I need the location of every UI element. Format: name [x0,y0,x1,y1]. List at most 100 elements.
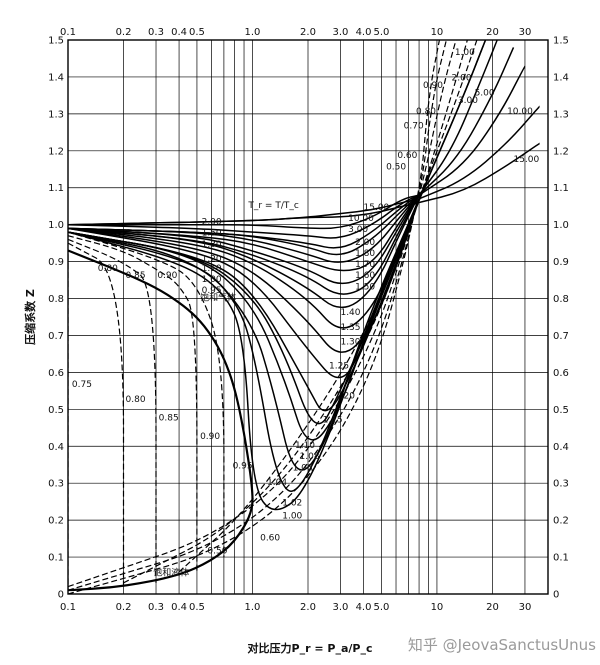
curve-label: 1.25 [329,362,349,372]
x-tick-label-bottom: 2.0 [300,602,316,613]
curve-label: 10.00 [348,214,374,224]
x-tick-label-bottom: 0.2 [116,602,132,613]
curve-label: 0.85 [159,413,179,423]
curve-label: 0.80 [416,107,436,117]
curve-label: 1.50 [202,229,222,239]
curve-label: 1.60 [355,271,375,281]
saturation-curve [68,249,254,592]
curve-label: 1.00 [455,48,475,58]
curve-label: 10.00 [507,107,533,117]
x-tick-label-bottom: 0.3 [148,602,164,613]
series-line-tr-1_00 [418,40,487,200]
series-line-tr-0_95 [68,231,225,558]
series-line-tr-15_00 [68,201,420,226]
axis-ticks: 0 00.1 0.10.2 0.20.3 0.30.4 0.40.5 0.50.6 0.60.… [48,27,569,613]
curve-label: 1.40 [340,308,360,318]
x-tick-label-top: 0.4 [171,27,187,38]
curve-label: 0.95 [233,461,253,471]
curve-label: 3.00 [348,225,368,235]
series-line-tr-2_00 [418,40,499,196]
chart-grid [67,39,549,595]
series-line-tr-1_50 [68,194,420,272]
x-tick-label-bottom: 1.0 [245,602,261,613]
y-tick-label-right: 1.1 [553,183,569,194]
x-tick-label-top: 2.0 [300,27,316,38]
y-tick-label-left: 1.2 [48,146,64,157]
series-line-tr-1_25 [68,198,420,329]
y-tick-label-right: 1.0 [553,220,569,231]
curve-label: 0.85 [126,271,146,281]
y-tick-label-right: 1.5 [553,36,569,47]
curve-label: 1.80 [355,249,375,259]
y-tick-label-left: 0.6 [48,368,64,379]
curve-label: 15.00 [364,203,390,213]
saturated-gas-label: 饱和气体 [200,291,236,303]
x-tick-label-top: 3.0 [333,27,349,38]
series-line-tr-0_90 [68,235,198,572]
curve-label: 1.00 [282,511,302,521]
series-line-tr-1_35 [68,194,420,295]
y-tick-label-left: 1.3 [48,109,64,120]
curve-label: 0.50 [386,162,406,172]
y-tick-label-left: 1.4 [48,72,64,83]
curve-label: 0.60 [397,151,417,161]
y-axis-label: 压缩系数 Z [23,289,37,345]
curve-label: 0.95 [202,286,222,296]
x-tick-label-top: 0.1 [60,27,76,38]
x-tick-label-top: 5.0 [373,27,389,38]
series-line-tr-10_00 [418,105,541,200]
x-tick-label-top: 10 [431,27,444,38]
curve-label: 0.80 [126,395,146,405]
y-tick-label-right: 1.4 [553,72,569,83]
curve-label: 1.00 [202,275,222,285]
y-tick-label-right: 0.7 [553,331,569,342]
series-line-tr-1_20 [68,198,420,353]
curve-label: 1.10 [295,441,315,451]
series-line-tr-0_70 [68,40,457,588]
y-tick-label-right: 0.3 [553,479,569,490]
curve-label: 5.00 [475,88,495,98]
y-tick-label-left: 0 [58,590,64,601]
y-tick-label-right: 0.2 [553,516,569,527]
series-line-tr-0_85 [68,238,157,583]
y-tick-label-right: 0.5 [553,405,569,416]
y-tick-label-right: 1.2 [553,146,569,157]
y-tick-label-left: 0.8 [48,294,64,305]
curve-label: 0.60 [260,533,280,543]
x-tick-label-top: 30 [519,27,532,38]
curve-label: 1.20 [335,391,355,401]
y-tick-label-left: 0.9 [48,257,64,268]
y-tick-label-right: 0.1 [553,553,569,564]
curve-label: 1.04 [267,478,287,488]
curve-label: 1.35 [340,323,360,333]
x-tick-label-bottom: 0.4 [171,602,187,613]
y-tick-label-left: 0.4 [48,442,64,453]
y-tick-label-right: 0.9 [553,257,569,268]
curve-label: 1.06 [293,463,313,473]
watermark: 知乎 @JeovaSanctusUnus [408,636,596,654]
curve-label: 1.50 [355,282,375,292]
series-line-tr-3_00 [68,194,420,230]
curve-label: 1.10 [202,264,222,274]
curve-label: 15.00 [513,155,539,165]
x-tick-label-bottom: 0.1 [60,602,76,613]
x-tick-label-top: 0.2 [116,27,132,38]
curve-label: 0.90 [200,432,220,442]
series-line-tr-0_60 [68,40,447,591]
curve-label: 1.30 [340,338,360,348]
x-tick-label-bottom: 5.0 [373,602,389,613]
y-tick-label-right: 1.3 [553,109,569,120]
y-tick-label-left: 1.0 [48,220,64,231]
chart-curves [68,40,541,594]
x-tick-label-bottom: 10 [431,602,444,613]
series-line-tr-1_15 [68,198,420,379]
x-tick-label-top: 0.5 [189,27,205,38]
series-line-tr-1_02 [68,198,420,492]
y-tick-label-left: 0.1 [48,553,64,564]
x-axis-label: 对比压力P_r = P_a/P_c [248,641,373,655]
y-tick-label-right: 0.8 [553,294,569,305]
series-line-tr-0_80 [68,242,125,587]
y-tick-label-right: 0 [553,590,559,601]
x-tick-label-bottom: 20 [486,602,499,613]
